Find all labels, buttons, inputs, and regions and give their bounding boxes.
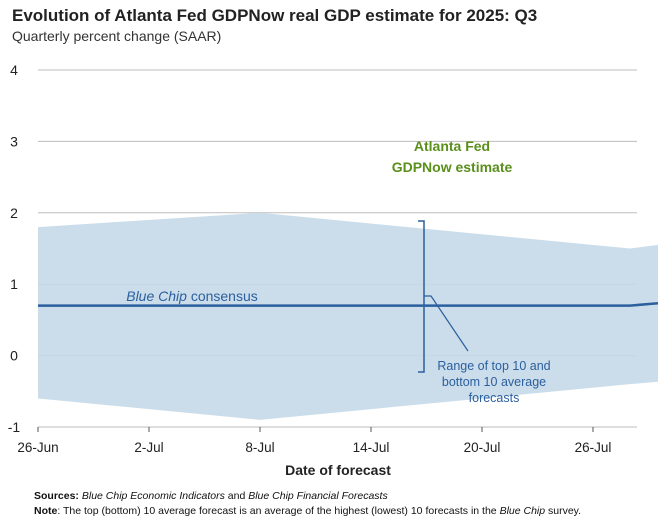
range-band [38,212,658,420]
y-tick-label: 1 [10,276,18,292]
x-tick-label: 14-Jul [353,440,390,455]
y-tick-label: -1 [8,419,21,435]
x-axis-label: Date of forecast [285,462,391,478]
range-label-line2: bottom 10 average [442,375,546,389]
y-tick-label: 0 [10,348,18,364]
sources-line: Sources: Blue Chip Economic Indicators a… [34,489,581,504]
note-label: Note [34,505,58,517]
series-lines [38,301,658,307]
range-label-line3: forecasts [469,391,520,405]
chart-subtitle: Quarterly percent change (SAAR) [12,28,222,44]
gdpnow-label-line1: Atlanta Fed [414,138,490,154]
gdpnow-label-line2: GDPNow estimate [392,159,513,175]
note-text-1: : The top (bottom) 10 average forecast i… [57,505,500,517]
y-tick-label: 4 [10,62,18,78]
x-tick-label: 26-Jul [575,440,612,455]
bluechip-label: Blue Chip consensus [126,288,258,304]
range-label-line1: Range of top 10 and [437,359,550,373]
note-italic: Blue Chip [499,505,546,517]
bluechip-label-rest: consensus [187,288,258,304]
x-tick-label: 2-Jul [134,440,163,455]
x-tick-label: 20-Jul [464,440,501,455]
sources-italic-2: Blue Chip Financial Forecasts [248,490,388,502]
sources-and: and [224,490,249,502]
y-axis-ticks: -1 0 1 2 3 4 [8,62,21,435]
chart-title: Evolution of Atlanta Fed GDPNow real GDP… [12,6,538,25]
bluechip-consensus-line [38,301,658,307]
y-tick-label: 2 [10,205,18,221]
y-tick-label: 3 [10,133,18,149]
sources-label: Sources: [34,490,79,502]
annotations: Atlanta Fed GDPNow estimate Blue Chip co… [126,138,550,405]
range-band-area [38,212,658,420]
note-line: Note: The top (bottom) 10 average foreca… [34,504,581,519]
note-text-2: survey. [545,505,582,517]
bluechip-label-italic: Blue Chip [126,288,187,304]
x-axis-ticks: 26-Jun2-Jul8-Jul14-Jul20-Jul26-Jul1-Aug7… [17,427,612,455]
chart-notes: Sources: Blue Chip Economic Indicators a… [34,489,581,519]
x-tick-label: 8-Jul [245,440,274,455]
sources-italic-1: Blue Chip Economic Indicators [81,490,225,502]
range-leader-line [424,295,469,352]
x-tick-label: 26-Jun [17,440,58,455]
